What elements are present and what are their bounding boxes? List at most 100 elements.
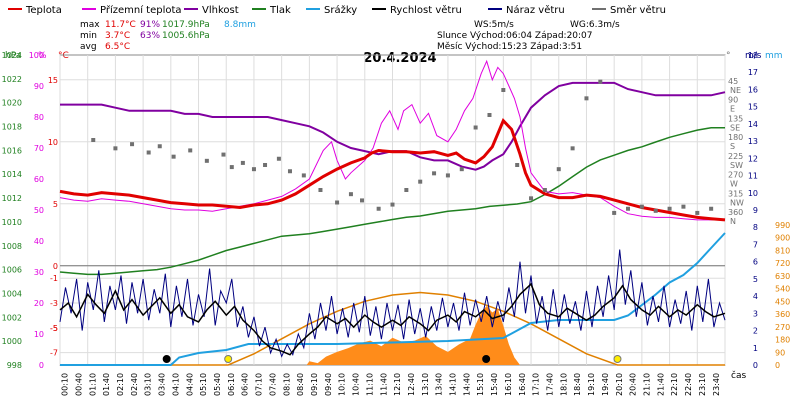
- wind-dir-point: [695, 210, 700, 215]
- press-tick-label: 1024: [2, 51, 22, 60]
- wind-tick-label: 17: [748, 68, 758, 77]
- time-tick-label: 05:40: [213, 373, 222, 396]
- dir-tick-name: NW: [730, 198, 744, 207]
- stats-max-label: max: [80, 20, 100, 30]
- wind-dir-point: [204, 158, 209, 163]
- dir-tick-deg: 270: [728, 171, 743, 180]
- wind-dir-point: [570, 146, 575, 151]
- wind-dir-point: [584, 96, 589, 101]
- temp-tick-label: -5: [50, 324, 58, 333]
- stats-max-temp: 11.7°C: [105, 20, 136, 30]
- wind-dir-point: [335, 200, 340, 205]
- rain-tick-label: 0: [775, 361, 780, 370]
- wind-tick-label: 13: [748, 137, 758, 146]
- dir-tick-deg: 90: [728, 96, 738, 105]
- time-tick-label: 14:40: [462, 373, 471, 396]
- legend-item-tlak: Tlak: [252, 5, 291, 16]
- stats-avg-temp: 6.5°C: [105, 42, 130, 52]
- time-tick-label: 10:40: [352, 373, 361, 396]
- wind-dir-point: [348, 192, 353, 197]
- rain-tick-label: 990: [775, 221, 790, 230]
- hum-tick-label: 30: [34, 268, 44, 277]
- dir-tick-deg: 225: [728, 152, 743, 161]
- legend-label: Směr větru: [610, 4, 666, 16]
- plot-area: [59, 59, 726, 366]
- rain-cumulative-line: [60, 232, 726, 366]
- press-tick-label: 1010: [2, 218, 22, 227]
- wind-tick-label: 10: [748, 189, 758, 198]
- info-wg: WG:6.3m/s: [570, 20, 620, 30]
- wind-dir-point: [556, 167, 561, 172]
- info-block: WS:5m/s WG:6.3m/s Slunce Východ:06:04 Zá…: [437, 20, 620, 52]
- legend-item-srazky: Srážky: [306, 4, 357, 16]
- temperature-line: [59, 118, 726, 222]
- moonrise-icon: [482, 355, 491, 363]
- legend-item-prizemni-teplota: Přízemní teplota: [82, 4, 182, 16]
- time-tick-label: 07:40: [268, 373, 277, 396]
- time-tick-label: 02:40: [130, 373, 139, 396]
- time-tick-label: 13:40: [435, 373, 444, 396]
- moonset-icon: [162, 355, 171, 363]
- time-tick-label: 15:40: [490, 373, 499, 396]
- legend-label: Náraz větru: [506, 4, 565, 16]
- wind-tick-label: 0: [753, 361, 758, 370]
- wind-tick-label: 18: [748, 51, 758, 60]
- wind-dir-point: [263, 163, 268, 167]
- sunset-icon: [613, 355, 622, 363]
- time-tick-label: 06:40: [241, 373, 250, 396]
- time-tick-label: 23:10: [698, 373, 707, 396]
- wind-tick-label: 2: [753, 327, 758, 336]
- dir-tick-name: E: [730, 105, 735, 114]
- time-tick-label: 03:40: [158, 373, 167, 396]
- time-tick-label: 01:40: [102, 373, 111, 396]
- rain-tick-label: 450: [775, 297, 790, 306]
- pressure-line: [59, 126, 725, 276]
- time-tick-label: 12:40: [407, 373, 416, 396]
- legend-label: Teplota: [25, 5, 62, 16]
- temp-tick-label: -1: [50, 274, 58, 283]
- wind-tick-label: 6: [753, 258, 758, 267]
- legend-item-smer-vetru: Směr větru: [592, 4, 666, 16]
- wind-dir-point: [251, 167, 256, 172]
- wind-dir-point: [287, 169, 292, 174]
- wind-tick-label: 3: [753, 309, 758, 318]
- stats-min-temp: 3.7°C: [105, 31, 130, 41]
- wind-tick-label: 5: [753, 275, 758, 284]
- wind-dir-point: [487, 113, 492, 117]
- wind-dir-point: [612, 210, 617, 215]
- wind-dir-point: [473, 125, 478, 130]
- time-tick-label: 06:10: [227, 373, 236, 396]
- legend-label: Srážky: [324, 4, 357, 16]
- wind-dir-point: [445, 173, 450, 178]
- wind-dir-point: [360, 198, 365, 203]
- time-tick-label: 05:10: [199, 373, 208, 396]
- rain-tick-label: 720: [775, 259, 790, 268]
- wind-dir-point: [639, 204, 644, 209]
- time-tick-label: 08:10: [282, 373, 291, 396]
- wind-tick-label: 1: [753, 344, 758, 353]
- time-tick-label: 00:10: [61, 373, 70, 396]
- press-tick-label: 1000: [2, 337, 22, 346]
- wind-tick-label: 16: [748, 85, 758, 94]
- wind-dir-point: [709, 206, 714, 211]
- wind-dir-point: [432, 171, 437, 176]
- stats-max-rain: 8.8mm: [224, 20, 256, 30]
- time-tick-label: 23:40: [712, 373, 721, 396]
- rain-tick-label: 180: [775, 336, 790, 345]
- time-tick-label: 22:40: [684, 373, 693, 396]
- stats-avg-label: avg: [80, 42, 97, 52]
- press-tick-label: 1016: [2, 146, 22, 155]
- wind-dir-point: [626, 206, 631, 211]
- wind-dir-point: [171, 154, 176, 159]
- dir-tick-name: NE: [730, 86, 741, 95]
- hum-tick-label: 10: [34, 330, 44, 339]
- dir-tick-name: SW: [730, 161, 743, 170]
- wind-dir-point: [418, 179, 423, 184]
- press-tick-label: 1004: [2, 289, 22, 298]
- legend-label: Rychlost větru: [390, 4, 462, 16]
- dir-tick-deg: 360: [728, 208, 743, 217]
- legend-item-teplota: Teplota: [8, 5, 62, 16]
- hum-unit: %: [38, 51, 47, 61]
- hum-tick-label: 50: [34, 206, 44, 215]
